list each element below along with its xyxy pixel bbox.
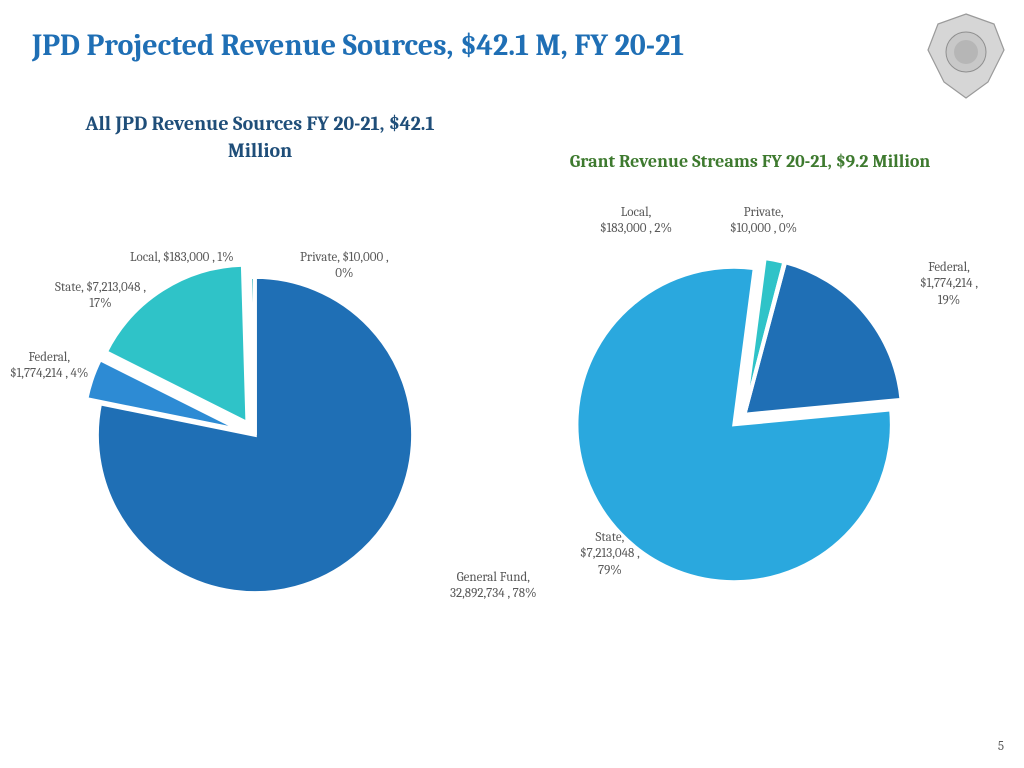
slice-label-private: Private, $10,000 , 0% — [730, 205, 797, 238]
slice-label-general-fund: General Fund, 32,892,734 , 78% — [450, 570, 537, 603]
chart-right-title: Grant Revenue Streams FY 20-21, $9.2 Mil… — [560, 150, 940, 174]
pie-chart-grant-revenue: Federal, $1,774,214 , 19%State, $7,213,0… — [560, 230, 920, 590]
slice-label-state: State, $7,213,048 , 17% — [55, 280, 146, 313]
slice-label-federal: Federal, $1,774,214 , 19% — [920, 260, 978, 309]
page-number: 5 — [998, 739, 1004, 754]
chart-left-title: All JPD Revenue Sources FY 20-21, $42.1 … — [60, 110, 460, 164]
slice-label-local: Local, $183,000 , 1% — [130, 250, 234, 266]
department-badge-icon — [926, 12, 1006, 100]
pie-chart-all-revenue: General Fund, 32,892,734 , 78%Federal, $… — [70, 250, 440, 620]
slice-label-state: State, $7,213,048 , 79% — [580, 530, 640, 579]
slice-label-local: Local, $183,000 , 2% — [600, 205, 672, 238]
slice-label-private: Private, $10,000 , 0% — [300, 250, 389, 283]
slice-label-federal: Federal, $1,774,214 , 4% — [10, 350, 88, 383]
page-title: JPD Projected Revenue Sources, $42.1 M, … — [32, 28, 684, 63]
